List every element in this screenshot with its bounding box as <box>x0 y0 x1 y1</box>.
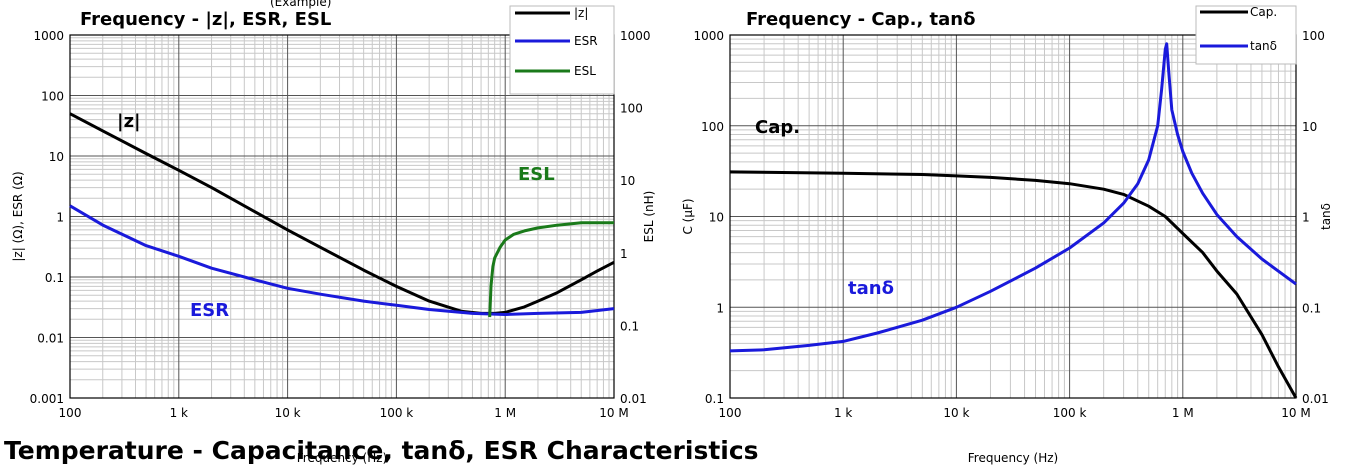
chart-2: 100 1 k 10 k 100 k 1 M 10 M 0.1 1 10 100 1000 0.01 0… <box>681 5 1333 465</box>
x-tick-label: 10 k <box>275 406 301 420</box>
legend-box <box>509 5 615 95</box>
x-tick-label: 1 M <box>1172 406 1194 420</box>
chart-title: Frequency - Cap., tanδ <box>746 9 975 30</box>
x-tick-label: 1 M <box>494 406 516 420</box>
series-label: ESR <box>190 300 229 321</box>
series-line-z <box>69 112 615 315</box>
y-tick-label: 100 <box>41 90 64 104</box>
y2-axis-label: tanδ <box>1319 203 1333 230</box>
x-tick-label: 10 M <box>599 406 628 420</box>
y-tick-label: 0.1 <box>705 392 724 406</box>
legend-entry: Cap. <box>1250 5 1277 19</box>
y2-tick-label: 0.01 <box>1302 392 1329 406</box>
legend-entry: ESL <box>574 64 596 78</box>
plot-frame <box>69 34 615 399</box>
chart-title: Frequency - |z|, ESR, ESL <box>80 9 331 30</box>
y2-tick-label: 10 <box>1302 120 1317 134</box>
x-tick-label: 1 k <box>170 406 188 420</box>
y-axis-label: C (μF) <box>681 198 695 234</box>
y-tick-label: 0.001 <box>30 392 64 406</box>
series-line-ESL <box>488 221 614 318</box>
x-tick-label: 10 k <box>943 406 969 420</box>
x-tick-label: 100 k <box>1053 406 1087 420</box>
y2-tick-label: 1000 <box>620 29 651 43</box>
y-tick-label: 1 <box>56 211 64 225</box>
series-label: ESL <box>518 164 555 185</box>
y-tick-label: 100 <box>701 120 724 134</box>
series-line-ESR <box>69 204 615 316</box>
x-tick-label: 100 <box>59 406 82 420</box>
series-line-tan <box>729 42 1297 353</box>
plot-frame <box>729 34 1297 399</box>
y-tick-label: 1000 <box>33 29 64 43</box>
legend: Cap. tanδ <box>1195 5 1297 65</box>
legend-entry: ESR <box>574 34 598 48</box>
series-line-Cap <box>729 170 1298 399</box>
x-tick-label: 100 k <box>380 406 414 420</box>
y-tick-label: 10 <box>49 150 64 164</box>
section-footer-heading: Temperature - Capacitance, tanδ, ESR Cha… <box>4 436 759 465</box>
y2-tick-label: 0.1 <box>1302 301 1321 315</box>
x-tick-label: 10 M <box>1281 406 1310 420</box>
x-tick-label: 1 k <box>834 406 852 420</box>
legend: |z| ESR ESL <box>509 5 615 95</box>
y2-axis-label: ESL (nH) <box>642 191 656 243</box>
series-label: Cap. <box>755 117 800 138</box>
legend-entry: tanδ <box>1250 39 1277 53</box>
y-tick-label: 1000 <box>693 29 724 43</box>
x-axis-label: Frequency (Hz) <box>297 451 388 465</box>
y-tick-label: 0.1 <box>45 271 64 285</box>
y2-tick-label: 100 <box>620 102 643 116</box>
legend-box <box>1195 5 1297 65</box>
y2-tick-label: 100 <box>1302 29 1325 43</box>
y2-tick-label: 0.1 <box>620 319 639 333</box>
y-tick-label: 10 <box>709 211 724 225</box>
y-axis-label: |z| (Ω), ESR (Ω) <box>11 171 25 261</box>
y2-tick-label: 10 <box>620 174 635 188</box>
clipped-header-text: (Example) <box>270 0 331 9</box>
y2-tick-label: 0.01 <box>620 392 647 406</box>
y-tick-label: 0.01 <box>37 332 64 346</box>
series-label: |z| <box>117 111 141 132</box>
y-tick-label: 1 <box>716 301 724 315</box>
legend-entry: |z| <box>574 6 588 20</box>
x-axis-label: Frequency (Hz) <box>968 451 1059 465</box>
y2-tick-label: 1 <box>1302 211 1310 225</box>
x-tick-label: 100 <box>719 406 742 420</box>
series-label: tanδ <box>848 278 894 299</box>
y2-tick-label: 1 <box>620 247 628 261</box>
